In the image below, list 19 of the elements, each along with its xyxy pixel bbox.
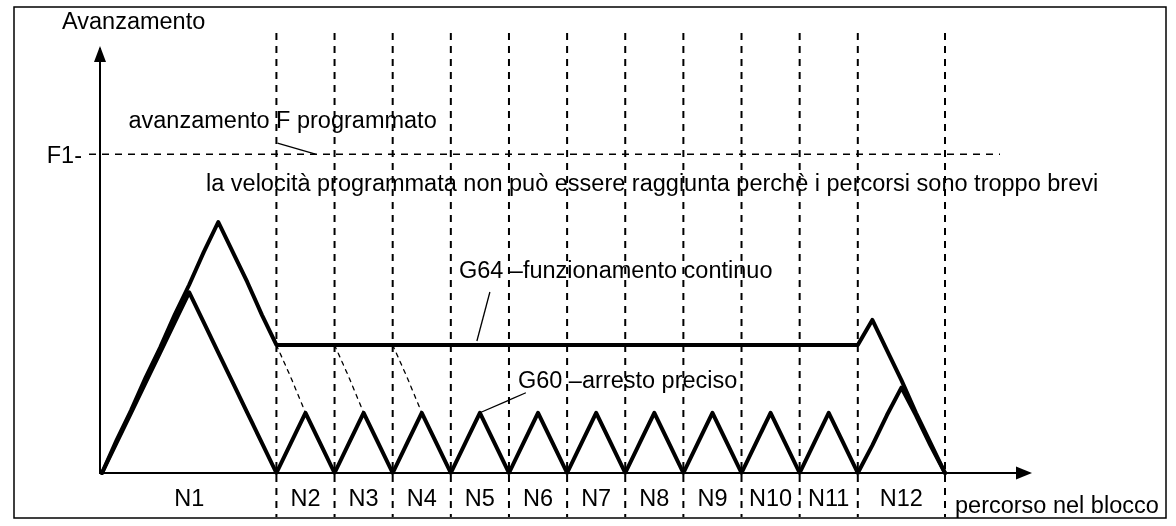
x-tick-label: N9 [697, 484, 728, 511]
x-tick-label: N7 [581, 484, 612, 511]
x-tick-label: N1 [174, 484, 205, 511]
x-tick-label: N10 [749, 484, 793, 511]
annotation: avanzamento F programmato [128, 107, 437, 134]
x-tick-label: N3 [348, 484, 379, 511]
text: la velocità programmata non può essere raggiunta perchè i percorsi sono troppo brevi [206, 169, 1099, 196]
x-tick-label: N4 [406, 484, 437, 511]
x-tick-label: N5 [464, 484, 495, 511]
x-tick-label: N11 [808, 484, 850, 511]
x-tick-label: N12 [879, 484, 923, 511]
annotation: G64 –funzionamento continuo [458, 257, 773, 284]
x-tick-label: N8 [639, 484, 670, 511]
annotation: G60 –arresto preciso [517, 366, 738, 393]
x-tick-label: N2 [290, 484, 321, 511]
ref-line-label: F1- [46, 141, 82, 168]
x-tick-label: N6 [523, 484, 554, 511]
x-axis-title: percorso nel blocco [955, 492, 1159, 518]
text: Avanzamento [62, 7, 206, 34]
